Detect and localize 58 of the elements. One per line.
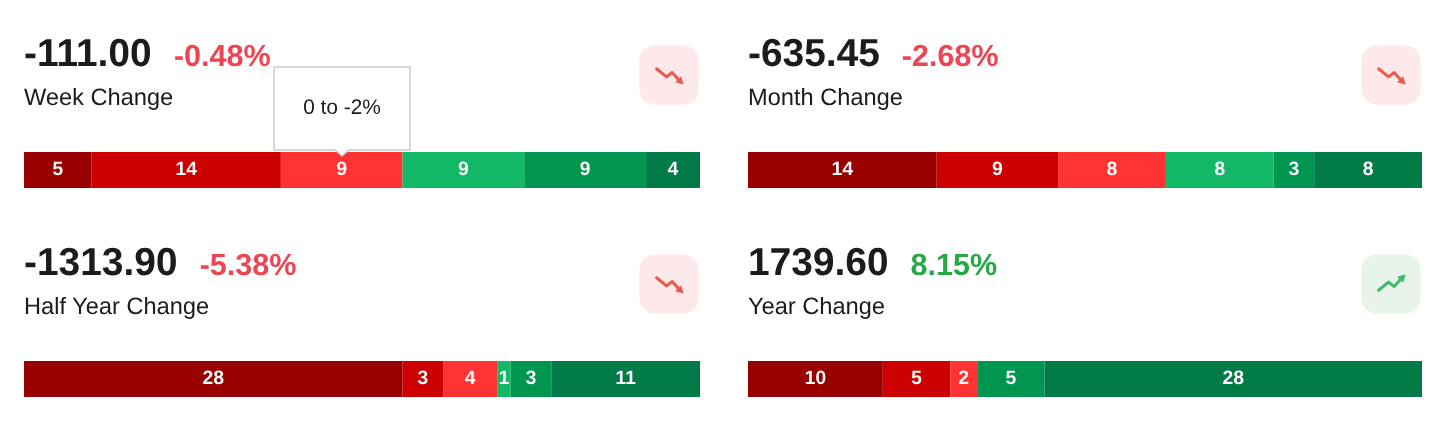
data-label: 1 — [499, 370, 509, 385]
chart-title: -1313.90 — [25, 247, 176, 276]
chart-subtitle: Week Change — [24, 87, 173, 110]
data-label: 4 — [667, 161, 679, 176]
bar — [1165, 152, 1274, 188]
bar — [402, 361, 444, 397]
chart-subtitle: Month Change — [749, 87, 902, 110]
bar — [524, 152, 646, 188]
bar — [748, 361, 883, 397]
text: -0.48% — [175, 44, 270, 67]
data-label: 9 — [992, 161, 1003, 176]
bar — [24, 361, 403, 397]
data-label: 5 — [1006, 370, 1016, 385]
chart-title: -111.00 — [25, 38, 151, 67]
chart-subtitle: Half Year Change — [25, 296, 209, 319]
chart-title: 1739.60 — [750, 247, 887, 276]
bar — [510, 361, 552, 397]
data-label: 3 — [1288, 161, 1299, 176]
text: -2.68% — [902, 44, 998, 67]
chart-subtitle: Year Change — [748, 296, 884, 319]
data-label: 14 — [832, 161, 854, 176]
chart-title: -635.45 — [749, 38, 879, 67]
data-label: 9 — [458, 161, 469, 176]
bar — [977, 361, 1045, 397]
data-label: 3 — [526, 370, 536, 385]
data-label: 9 — [580, 161, 590, 176]
data-label: 2 — [958, 370, 969, 385]
data-label: 9 — [336, 161, 347, 176]
bar — [936, 152, 1059, 188]
data-label: 14 — [176, 161, 197, 176]
bar — [24, 152, 92, 188]
bar — [443, 361, 498, 397]
text: 0 to -2% — [304, 99, 381, 115]
data-label: 8 — [1363, 161, 1373, 176]
bar — [1314, 152, 1422, 188]
data-label: 4 — [465, 370, 476, 385]
data-label: 11 — [616, 370, 636, 385]
data-label: 8 — [1215, 161, 1225, 176]
bar — [1058, 152, 1166, 188]
data-label: 10 — [805, 370, 826, 385]
data-label: 5 — [52, 161, 63, 176]
data-label: 28 — [203, 370, 224, 385]
text: 8.15% — [911, 253, 997, 276]
data-label: 5 — [911, 370, 922, 385]
data-label: 8 — [1107, 161, 1117, 176]
bar — [497, 361, 511, 397]
bar — [1273, 152, 1315, 188]
bar — [1044, 361, 1422, 397]
bar — [91, 152, 281, 188]
bar — [882, 361, 951, 397]
bar — [645, 152, 700, 188]
data-label: 28 — [1223, 370, 1244, 385]
bar — [551, 361, 700, 397]
bar — [950, 361, 978, 397]
text: -5.38% — [200, 253, 296, 276]
bar — [402, 152, 525, 188]
data-label: 3 — [417, 370, 428, 385]
bar — [748, 152, 937, 188]
